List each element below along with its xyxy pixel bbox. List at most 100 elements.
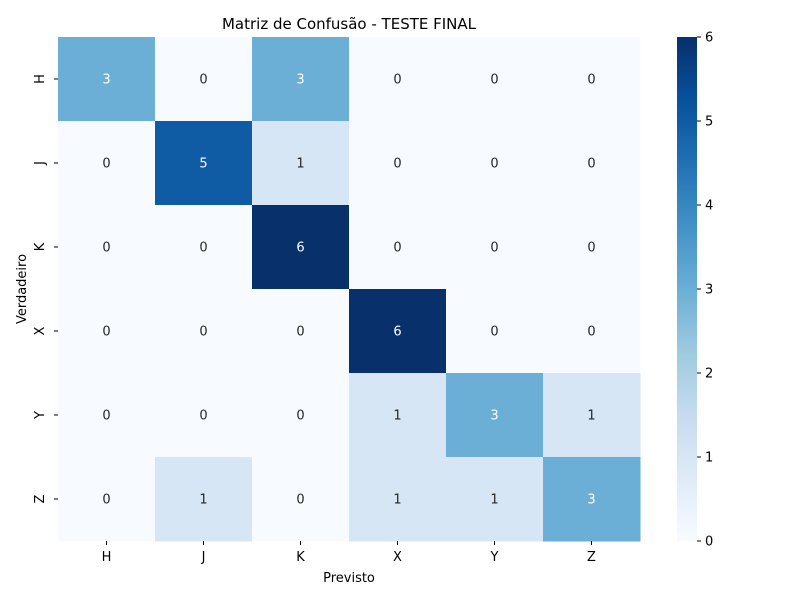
cell-value-label: 0 — [393, 241, 401, 256]
heatmap-cell-X-X — [349, 289, 447, 374]
heatmap-cell-X-Y — [446, 289, 544, 374]
colorbar-tick-label: 4 — [705, 199, 713, 214]
colorbar-tick-label: 3 — [705, 283, 713, 298]
cell-value-label: 0 — [296, 493, 304, 508]
heatmap-cell-Z-H — [58, 457, 156, 542]
heatmap-cell-H-X — [349, 37, 447, 122]
cell-value-label: 3 — [587, 493, 595, 508]
heatmap-cell-Y-X — [349, 373, 447, 458]
cell-value-label: 0 — [490, 157, 498, 172]
heatmap-cell-J-X — [349, 121, 447, 206]
cell-value-label: 0 — [102, 157, 110, 172]
cell-value-label: 0 — [490, 73, 498, 88]
heatmap-cell-K-J — [155, 205, 253, 290]
heatmap-cell-Z-Z — [543, 457, 641, 542]
cell-value-label: 0 — [393, 73, 401, 88]
heatmap-cell-J-K — [252, 121, 350, 206]
heatmap-cell-Z-X — [349, 457, 447, 542]
heatmap-cell-Z-Y — [446, 457, 544, 542]
y-tick-label: J — [33, 161, 48, 166]
cell-value-label: 0 — [490, 325, 498, 340]
cell-value-label: 0 — [102, 493, 110, 508]
heatmap-cell-K-H — [58, 205, 156, 290]
cell-value-label: 0 — [199, 409, 207, 424]
cell-value-label: 0 — [102, 241, 110, 256]
heatmap-cells: 3 0 3 0 0 00 5 1 0 0 00 0 6 0 0 00 0 0 6 0 00 0 0 1 3 10 1 0 1 1 3 — [58, 37, 641, 542]
cell-value-label: 0 — [587, 325, 595, 340]
y-tick-label: Z — [33, 494, 48, 503]
x-tick-label: Y — [490, 550, 499, 565]
y-tick-label: Y — [33, 411, 48, 420]
chart-title: Matriz de Confusão - TESTE FINAL — [222, 15, 477, 33]
heatmap-cell-Y-Y — [446, 373, 544, 458]
x-tick-label: K — [296, 550, 305, 565]
heatmap-cell-X-Z — [543, 289, 641, 374]
cell-value-label: 1 — [393, 493, 401, 508]
heatmap-cell-K-K — [252, 205, 350, 290]
x-tick-label: H — [102, 550, 112, 565]
cell-value-label: 0 — [199, 73, 207, 88]
cell-value-label: 0 — [587, 73, 595, 88]
heatmap-cell-H-Z — [543, 37, 641, 122]
colorbar-tick-label: 2 — [705, 367, 713, 382]
cell-value-label: 0 — [199, 325, 207, 340]
colorbar-ticks: 0 1 2 3 4 5 6 — [697, 31, 713, 550]
cell-value-label: 0 — [102, 409, 110, 424]
cell-value-label: 1 — [490, 493, 498, 508]
heatmap-cell-Y-Z — [543, 373, 641, 458]
cell-value-label: 0 — [490, 241, 498, 256]
cell-value-label: 3 — [102, 73, 110, 88]
cell-value-label: 0 — [296, 325, 304, 340]
heatmap-cell-Z-K — [252, 457, 350, 542]
colorbar-tick-label: 6 — [705, 31, 713, 46]
heatmap-cell-J-H — [58, 121, 156, 206]
x-tick-label: X — [393, 550, 402, 565]
heatmap-cell-H-K — [252, 37, 350, 122]
cell-value-label: 5 — [199, 157, 207, 172]
heatmap-cell-J-J — [155, 121, 253, 206]
cell-value-label: 1 — [296, 157, 304, 172]
heatmap-cell-H-H — [58, 37, 156, 122]
cell-value-label: 3 — [296, 73, 304, 88]
cell-value-label: 0 — [102, 325, 110, 340]
cell-value-label: 1 — [393, 409, 401, 424]
cell-value-label: 0 — [199, 241, 207, 256]
heatmap-cell-H-Y — [446, 37, 544, 122]
y-tick-label: H — [33, 74, 48, 84]
heatmap-cell-X-H — [58, 289, 156, 374]
heatmap-cell-K-X — [349, 205, 447, 290]
x-tick-label: J — [201, 550, 206, 565]
heatmap-cell-Y-K — [252, 373, 350, 458]
colorbar-tick-label: 1 — [705, 451, 713, 466]
x-tick-label: Z — [587, 550, 596, 565]
cell-value-label: 1 — [199, 493, 207, 508]
heatmap-cell-X-J — [155, 289, 253, 374]
colorbar-tick-label: 5 — [705, 115, 713, 130]
colorbar — [677, 37, 697, 541]
cell-value-label: 0 — [393, 157, 401, 172]
colorbar-tick-label: 0 — [705, 535, 713, 550]
heatmap-cell-H-J — [155, 37, 253, 122]
heatmap-cell-X-K — [252, 289, 350, 374]
cell-value-label: 1 — [587, 409, 595, 424]
x-axis-label: Previsto — [323, 571, 375, 586]
y-tick-label: X — [33, 326, 48, 335]
heatmap-cell-Z-J — [155, 457, 253, 542]
heatmap-cell-J-Z — [543, 121, 641, 206]
cell-value-label: 0 — [587, 157, 595, 172]
cell-value-label: 0 — [587, 241, 595, 256]
heatmap-cell-K-Z — [543, 205, 641, 290]
heatmap-cell-Y-J — [155, 373, 253, 458]
y-axis: H J K X Y Z — [33, 74, 58, 503]
cell-value-label: 6 — [393, 325, 401, 340]
heatmap-cell-J-Y — [446, 121, 544, 206]
y-tick-label: K — [33, 242, 48, 251]
y-axis-label: Verdadeiro — [15, 254, 30, 324]
cell-value-label: 3 — [490, 409, 498, 424]
heatmap-cell-K-Y — [446, 205, 544, 290]
heatmap-cell-Y-H — [58, 373, 156, 458]
cell-value-label: 0 — [296, 409, 304, 424]
cell-value-label: 6 — [296, 241, 304, 256]
